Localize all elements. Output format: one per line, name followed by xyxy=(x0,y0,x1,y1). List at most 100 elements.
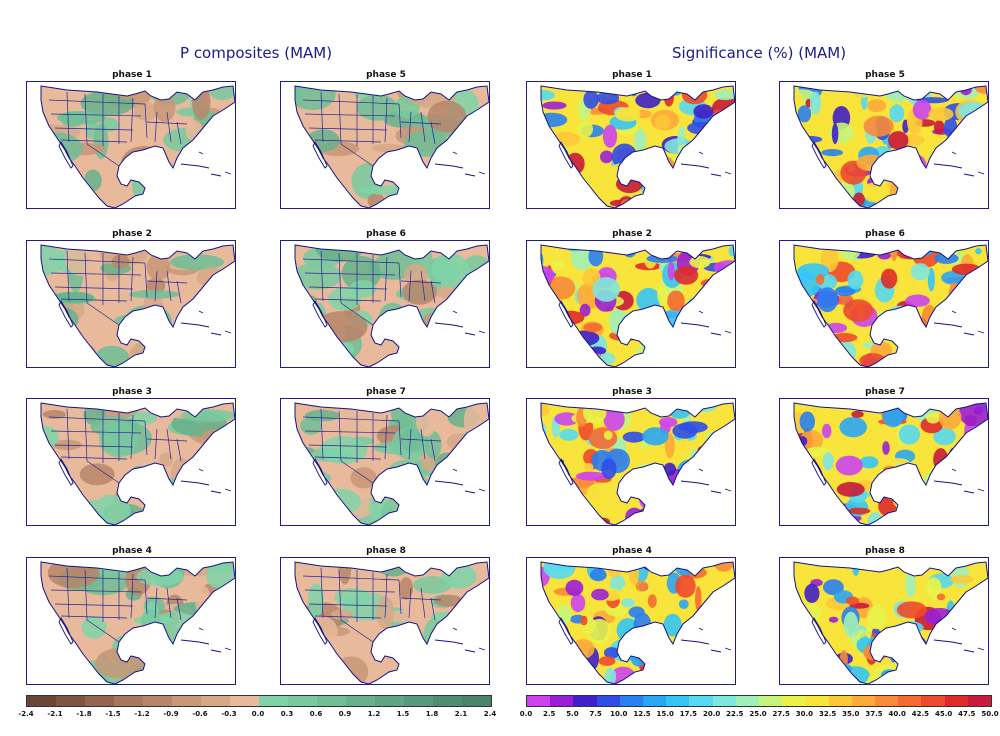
colorbar-tick-label: -2.4 xyxy=(18,710,34,718)
colorbar-tick-label: 50.0 xyxy=(981,710,999,718)
panel-title: phase 2 xyxy=(612,229,652,239)
significance-panel: phase 1 xyxy=(526,70,738,210)
colorbar-swatch xyxy=(346,696,375,706)
colorbar-swatch xyxy=(573,696,597,706)
panel-title: phase 4 xyxy=(612,546,652,556)
colorbar-swatch xyxy=(433,696,462,706)
colorbar-tick-label: 7.5 xyxy=(589,710,602,718)
colorbar-swatch xyxy=(759,696,783,706)
colorbar-swatch xyxy=(944,696,968,706)
colorbar-tick-label: -1.8 xyxy=(76,710,92,718)
colorbar-swatch xyxy=(898,696,922,706)
colorbar-tick-label: 22.5 xyxy=(726,710,744,718)
colorbar-swatch xyxy=(689,696,713,706)
colorbar-tick-label: 47.5 xyxy=(958,710,976,718)
panel-title: phase 8 xyxy=(366,546,406,556)
colorbar-swatch xyxy=(666,696,690,706)
colorbar-tick-label: 20.0 xyxy=(702,710,721,718)
significance-colorbar xyxy=(526,695,992,707)
significance-colorbar-labels: 0.0 2.5 5.0 7.5 10.0 12.5 15.0 17.5 20.0 22.5 25.0… xyxy=(520,710,999,720)
colorbar-tick-label: 37.5 xyxy=(865,710,883,718)
panel-title: phase 3 xyxy=(612,387,652,397)
colorbar-tick-label: 32.5 xyxy=(818,710,837,718)
precip-composite-map xyxy=(26,81,236,209)
precip-composite-panel: phase 6 xyxy=(280,229,492,369)
colorbar-swatch xyxy=(643,696,667,706)
panel-title: phase 7 xyxy=(366,387,406,397)
colorbar-tick-label: 1.2 xyxy=(367,710,381,718)
significance-map xyxy=(526,398,736,526)
colorbar-tick-label: -0.3 xyxy=(221,710,237,718)
colorbar-tick-label: 35.0 xyxy=(842,710,860,718)
colorbar-tick-label: 2.1 xyxy=(454,710,468,718)
significance-panel: phase 6 xyxy=(779,229,991,369)
colorbar-swatch xyxy=(27,696,56,706)
significance-map xyxy=(526,240,736,368)
precip-composite-map xyxy=(280,557,490,685)
significance-panel: phase 4 xyxy=(526,546,738,686)
colorbar-tick-label: 12.5 xyxy=(633,710,651,718)
colorbar-swatch xyxy=(782,696,806,706)
precip-composite-panel: phase 4 xyxy=(26,546,238,686)
colorbar-tick-label: -0.9 xyxy=(163,710,179,718)
panel-title: phase 3 xyxy=(112,387,152,397)
colorbar-tick-label: 0.0 xyxy=(251,710,265,718)
precip-composite-map xyxy=(26,557,236,685)
colorbar-tick-label: 5.0 xyxy=(566,710,579,718)
colorbar-tick-label: 10.0 xyxy=(610,710,628,718)
significance-panel: phase 7 xyxy=(779,387,991,527)
colorbar-tick-label: 27.5 xyxy=(772,710,790,718)
precip-composite-map xyxy=(280,398,490,526)
precip-composite-map xyxy=(280,81,490,209)
colorbar-tick-label: 15.0 xyxy=(656,710,674,718)
colorbar-swatch xyxy=(56,696,85,706)
precip-composite-panel: phase 8 xyxy=(280,546,492,686)
colorbar-tick-label: 0.3 xyxy=(280,710,294,718)
colorbar-tick-label: -1.2 xyxy=(134,710,150,718)
colorbar-tick-label: 42.5 xyxy=(911,710,930,718)
colorbar-tick-label: 45.0 xyxy=(934,710,953,718)
colorbar-swatch xyxy=(288,696,317,706)
panel-title: phase 1 xyxy=(112,70,152,80)
precip-composite-panel: phase 1 xyxy=(26,70,238,210)
significance-map xyxy=(779,557,989,685)
panel-title: phase 4 xyxy=(112,546,152,556)
precip-composite-map xyxy=(26,398,236,526)
precip-colorbar-labels: -2.4 -2.1 -1.8 -1.5 -1.2 -0.9 -0.6 -0.3 0.0 0.3 0.… xyxy=(18,710,496,720)
colorbar-swatch xyxy=(967,696,992,706)
panel-title: phase 1 xyxy=(612,70,652,80)
colorbar-swatch xyxy=(259,696,288,706)
colorbar-swatch xyxy=(201,696,230,706)
left-section-title: P composites (MAM) xyxy=(180,44,333,62)
precip-composite-panel: phase 5 xyxy=(280,70,492,210)
colorbar-tick-label: -0.6 xyxy=(192,710,208,718)
colorbar-swatch xyxy=(875,696,899,706)
colorbar-swatch xyxy=(851,696,876,706)
colorbar-tick-label: 2.5 xyxy=(542,710,556,718)
precip-colorbar xyxy=(26,695,492,707)
significance-map xyxy=(526,81,736,209)
significance-panel: phase 5 xyxy=(779,70,991,210)
colorbar-swatch xyxy=(114,696,143,706)
significance-map xyxy=(779,240,989,368)
colorbar-swatch xyxy=(143,696,172,706)
colorbar-swatch xyxy=(230,696,259,706)
significance-map xyxy=(779,398,989,526)
colorbar-swatch xyxy=(735,696,760,706)
colorbar-tick-label: 30.0 xyxy=(795,710,814,718)
colorbar-tick-label: 1.5 xyxy=(396,710,410,718)
colorbar-swatch xyxy=(619,696,644,706)
panel-title: phase 8 xyxy=(865,546,905,556)
precip-composite-map xyxy=(280,240,490,368)
colorbar-swatch xyxy=(712,696,736,706)
colorbar-swatch xyxy=(462,696,491,706)
colorbar-tick-label: 25.0 xyxy=(749,710,767,718)
colorbar-tick-label: -1.5 xyxy=(105,710,121,718)
panel-title: phase 5 xyxy=(865,70,905,80)
panel-title: phase 6 xyxy=(865,229,905,239)
panel-title: phase 2 xyxy=(112,229,152,239)
colorbar-swatch xyxy=(805,696,829,706)
panel-title: phase 6 xyxy=(366,229,406,239)
precip-composite-panel: phase 3 xyxy=(26,387,238,527)
colorbar-tick-label: 40.0 xyxy=(888,710,906,718)
